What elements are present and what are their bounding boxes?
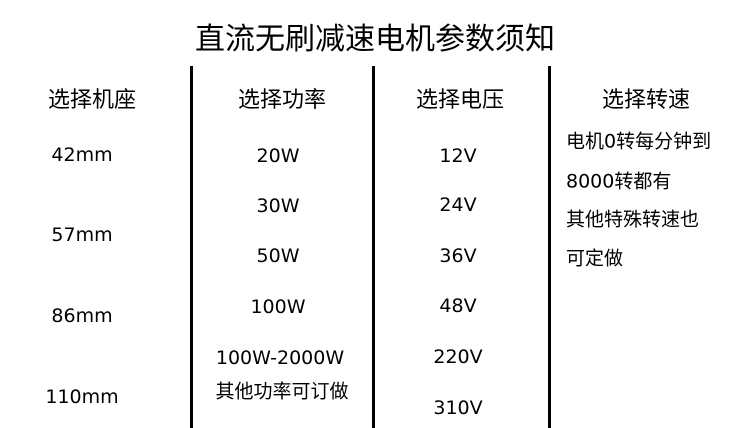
column-divider — [548, 66, 551, 428]
voltage-item: 310V — [433, 397, 483, 419]
power-item: 100W — [250, 296, 306, 318]
column-divider — [190, 66, 193, 428]
frame-size-item: 42mm — [51, 144, 113, 166]
frame-size-item: 110mm — [45, 386, 119, 408]
voltage-item: 24V — [439, 194, 477, 216]
voltage-item: 12V — [439, 145, 477, 167]
frame-size-item: 57mm — [51, 224, 113, 246]
header-frame-size: 选择机座 — [47, 88, 137, 113]
page-title: 直流无刷减速电机参数须知 — [195, 22, 555, 57]
power-item: 30W — [256, 195, 300, 217]
power-item: 100W-2000W — [215, 347, 345, 369]
power-item: 20W — [256, 145, 300, 167]
voltage-item: 36V — [439, 245, 477, 267]
speed-note-line: 其他特殊转速也 — [566, 208, 700, 231]
header-voltage: 选择电压 — [415, 88, 505, 113]
power-item: 其他功率可订做 — [215, 380, 349, 403]
speed-note-line: 电机0转每分钟到 — [566, 130, 712, 153]
column-divider — [372, 66, 375, 428]
frame-size-item: 86mm — [51, 305, 113, 327]
header-speed: 选择转速 — [601, 88, 691, 113]
speed-note-line: 8000转都有 — [566, 170, 672, 193]
header-power: 选择功率 — [237, 88, 327, 113]
power-item: 50W — [256, 245, 300, 267]
voltage-item: 220V — [433, 346, 483, 368]
speed-note-line: 可定做 — [566, 247, 624, 270]
voltage-item: 48V — [439, 295, 477, 317]
